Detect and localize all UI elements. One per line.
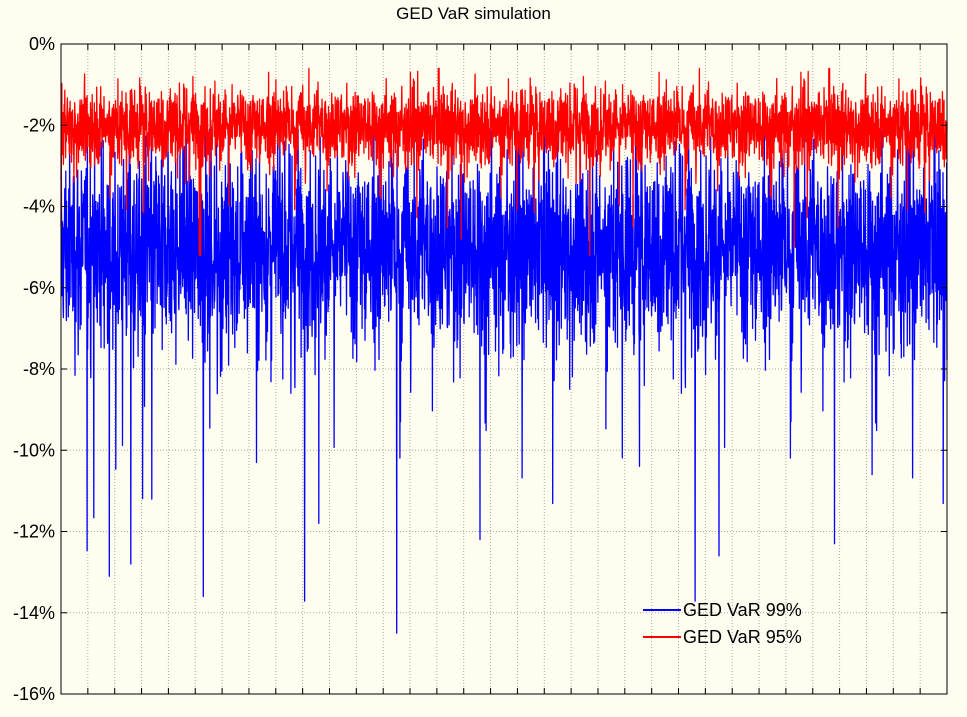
legend-label: GED VaR 99% (683, 600, 802, 620)
y-tick-label: -10% (13, 440, 55, 460)
series-line-var99 (60, 128, 948, 634)
y-tick-labels: 0% -2% -4% -6% -8% -10% -12% -14% -16% (13, 34, 55, 704)
y-tick-label: -14% (13, 603, 55, 623)
chart-title: GED VaR simulation (396, 4, 551, 23)
legend-label: GED VaR 95% (683, 627, 802, 647)
y-tick-label: -2% (23, 115, 55, 135)
y-tick-label: -8% (23, 359, 55, 379)
y-tick-label: -6% (23, 278, 55, 298)
tick-marks (61, 43, 947, 695)
y-tick-label: -4% (23, 197, 55, 217)
y-tick-label: -16% (13, 684, 55, 704)
series-line-var95 (60, 67, 948, 256)
y-tick-label: 0% (29, 34, 55, 54)
y-tick-label: -12% (13, 522, 55, 542)
series-layer (60, 67, 948, 634)
legend: GED VaR 99% GED VaR 95% (643, 600, 802, 647)
